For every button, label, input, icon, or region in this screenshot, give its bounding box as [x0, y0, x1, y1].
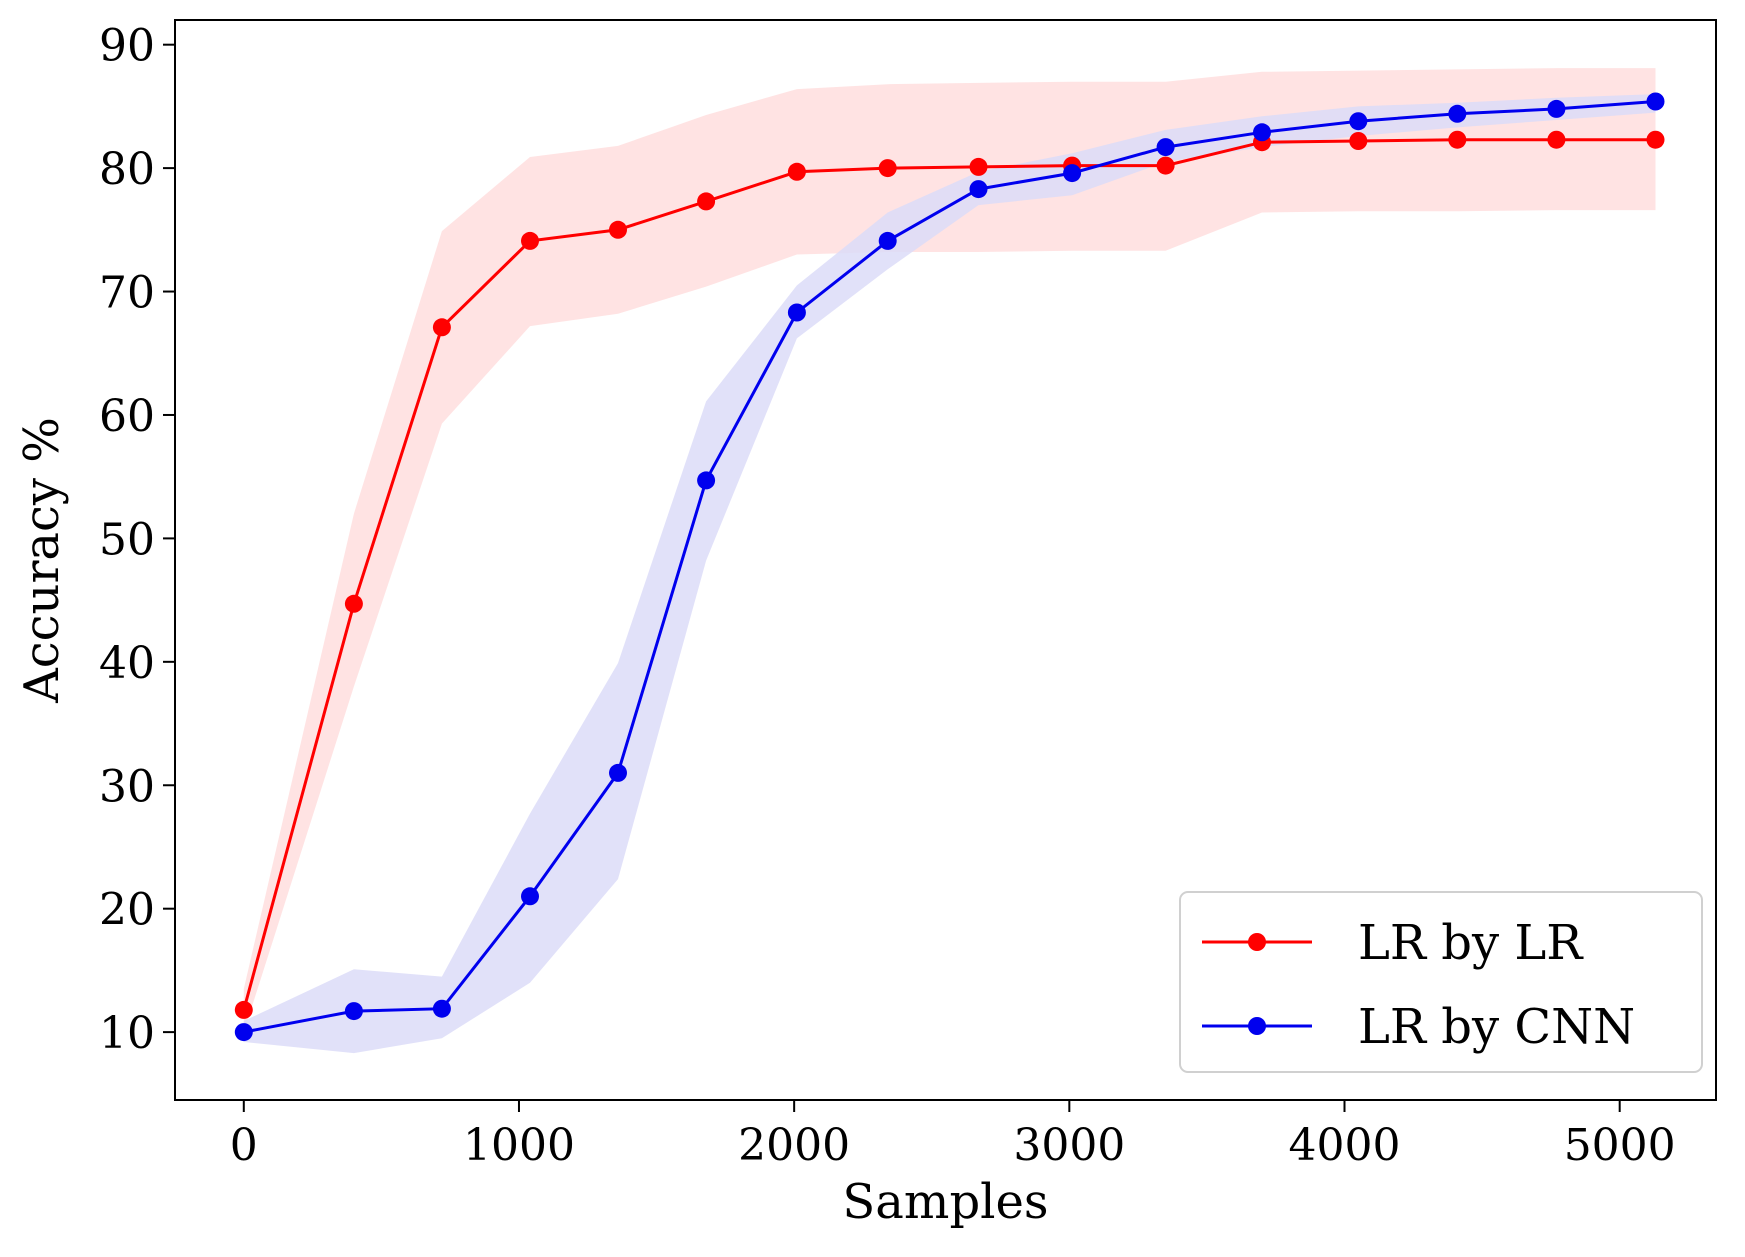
x-axis-ticks: 0 1000 2000 3000 4000 5000	[230, 1100, 1676, 1171]
lr-by-cnn-point	[697, 471, 716, 490]
lr-by-lr-point	[1646, 130, 1665, 149]
lr-by-cnn-point	[1063, 164, 1082, 183]
y-tick-label: 90	[99, 21, 155, 72]
lr-by-cnn-point	[787, 303, 806, 322]
lr-by-lr-point	[432, 318, 451, 337]
x-tick-label: 2000	[738, 1120, 850, 1171]
series-points	[234, 92, 1665, 1042]
y-tick-label: 80	[99, 144, 155, 195]
lr-by-lr-point	[1448, 130, 1467, 149]
y-tick-label: 30	[99, 761, 155, 812]
lr-by-cnn-point	[1253, 123, 1271, 142]
lr-by-lr-point	[521, 231, 539, 250]
lr-by-lr-band	[243, 68, 1656, 1033]
y-tick-label: 40	[99, 638, 155, 689]
x-tick-label: 5000	[1564, 1120, 1676, 1171]
lr-by-cnn-point	[234, 1023, 253, 1042]
lr-by-cnn-point	[1349, 112, 1368, 131]
legend-marker-lr-by-lr	[1248, 933, 1266, 951]
y-tick-label: 10	[99, 1008, 155, 1059]
lr-by-lr-point	[1156, 156, 1175, 175]
x-tick-label: 1000	[463, 1120, 575, 1171]
lr-by-lr-point	[878, 159, 897, 178]
plot-frame	[174, 19, 1717, 1101]
lr-by-lr-point	[969, 157, 988, 176]
lr-by-cnn-point	[344, 1002, 363, 1021]
y-tick-label: 70	[99, 268, 155, 319]
series-lines	[242, 100, 1656, 1034]
y-tick-label: 60	[99, 391, 155, 442]
y-axis-ticks: 10 20 30 40 50 60 70 80 90	[99, 21, 175, 1059]
lr-by-lr-point	[344, 594, 363, 613]
lr-by-cnn-point	[432, 999, 451, 1018]
x-tick-label: 4000	[1289, 1120, 1401, 1171]
lr-by-cnn-point	[609, 763, 627, 782]
lr-by-lr-point	[697, 192, 716, 211]
lr-by-cnn-point	[521, 887, 539, 906]
legend: LR by LR LR by CNN	[1179, 891, 1703, 1073]
lr-by-cnn-band	[243, 94, 1656, 1054]
lr-by-cnn-point	[1547, 99, 1566, 118]
x-axis-label: Samples	[842, 1174, 1048, 1230]
lr-by-cnn-line	[243, 100, 1656, 1034]
lr-by-lr-point	[609, 220, 627, 239]
y-axis-label: Accuracy %	[14, 417, 70, 704]
legend-marker-lr-by-cnn	[1248, 1017, 1266, 1035]
legend-label-lr-by-cnn: LR by CNN	[1358, 999, 1635, 1055]
legend-label-lr-by-lr: LR by LR	[1358, 915, 1584, 971]
lr-by-lr-point	[1349, 132, 1368, 150]
lr-by-cnn-point	[1448, 104, 1467, 123]
x-tick-label: 3000	[1013, 1120, 1125, 1171]
lr-by-lr-point	[1547, 130, 1566, 149]
y-tick-label: 50	[99, 514, 155, 565]
x-tick-label: 0	[230, 1120, 258, 1171]
lr-by-lr-line	[242, 138, 1656, 1011]
y-tick-label: 20	[99, 885, 155, 936]
lr-by-lr-point	[234, 1000, 253, 1019]
confidence-bands	[243, 68, 1656, 1054]
lr-by-lr-point	[787, 162, 806, 181]
lr-by-cnn-point	[1646, 92, 1665, 111]
lr-by-cnn-point	[969, 180, 988, 199]
lr-by-cnn-point	[1156, 138, 1175, 157]
lr-by-cnn-point	[878, 231, 897, 250]
